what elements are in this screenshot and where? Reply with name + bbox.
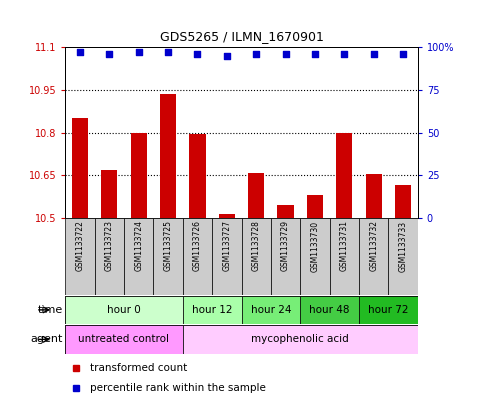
Text: hour 72: hour 72	[368, 305, 409, 315]
Point	[223, 53, 231, 59]
Point	[135, 49, 142, 55]
Text: hour 24: hour 24	[251, 305, 291, 315]
Text: GSM1133722: GSM1133722	[75, 220, 85, 271]
Bar	[329, 218, 359, 295]
Text: GSM1133726: GSM1133726	[193, 220, 202, 272]
Text: hour 12: hour 12	[192, 305, 232, 315]
Text: GSM1133723: GSM1133723	[105, 220, 114, 272]
Text: GSM1133725: GSM1133725	[164, 220, 172, 272]
Bar	[95, 218, 124, 295]
Bar	[366, 174, 382, 218]
Text: mycophenolic acid: mycophenolic acid	[251, 334, 349, 344]
Text: transformed count: transformed count	[90, 363, 187, 373]
Text: hour 48: hour 48	[310, 305, 350, 315]
Text: untreated control: untreated control	[78, 334, 170, 344]
Text: GSM1133727: GSM1133727	[222, 220, 231, 272]
Point	[164, 49, 172, 55]
Point	[311, 51, 319, 57]
Bar	[359, 218, 388, 295]
Bar	[300, 296, 359, 324]
Text: time: time	[38, 305, 63, 315]
Text: GSM1133729: GSM1133729	[281, 220, 290, 272]
Bar	[160, 94, 176, 218]
Bar	[101, 170, 117, 218]
Text: agent: agent	[30, 334, 63, 344]
Bar	[242, 296, 300, 324]
Bar	[248, 173, 264, 218]
Text: hour 0: hour 0	[107, 305, 141, 315]
Text: GSM1133724: GSM1133724	[134, 220, 143, 272]
Bar	[65, 296, 183, 324]
Bar	[130, 132, 147, 218]
Point	[370, 51, 378, 57]
Text: GSM1133732: GSM1133732	[369, 220, 378, 272]
Bar	[183, 218, 212, 295]
Bar	[219, 214, 235, 218]
Bar	[183, 325, 418, 354]
Bar	[300, 218, 329, 295]
Bar	[359, 296, 418, 324]
Point	[76, 49, 84, 55]
Point	[399, 51, 407, 57]
Point	[105, 51, 113, 57]
Text: GSM1133731: GSM1133731	[340, 220, 349, 272]
Text: GSM1133728: GSM1133728	[252, 220, 261, 271]
Point	[252, 51, 260, 57]
Title: GDS5265 / ILMN_1670901: GDS5265 / ILMN_1670901	[159, 30, 324, 43]
Bar	[183, 296, 242, 324]
Bar	[242, 218, 271, 295]
Bar	[336, 132, 353, 218]
Bar	[271, 218, 300, 295]
Bar	[278, 205, 294, 218]
Text: percentile rank within the sample: percentile rank within the sample	[90, 383, 266, 393]
Point	[341, 51, 348, 57]
Point	[282, 51, 289, 57]
Bar	[65, 325, 183, 354]
Text: GSM1133733: GSM1133733	[398, 220, 408, 272]
Bar	[154, 218, 183, 295]
Bar	[65, 218, 95, 295]
Bar	[72, 118, 88, 218]
Bar	[124, 218, 154, 295]
Bar	[395, 185, 411, 218]
Bar	[307, 195, 323, 218]
Text: GSM1133730: GSM1133730	[311, 220, 319, 272]
Bar	[388, 218, 418, 295]
Bar	[212, 218, 242, 295]
Bar	[189, 134, 205, 218]
Point	[194, 51, 201, 57]
